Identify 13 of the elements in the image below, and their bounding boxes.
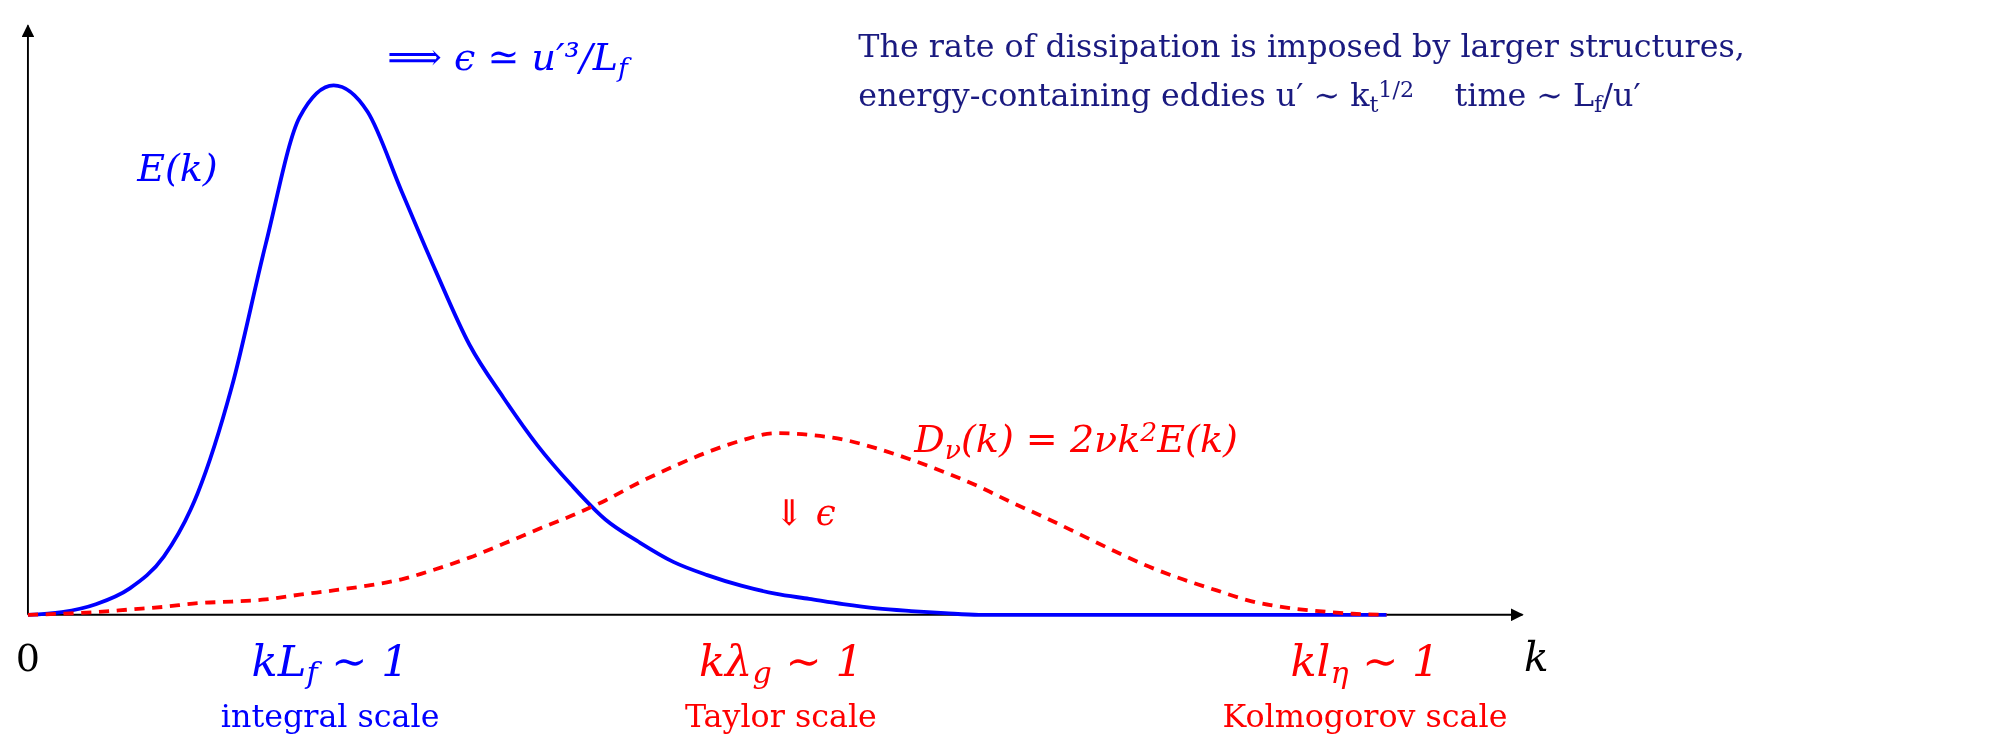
x-axis-title: k [1524,632,1549,681]
annotation: ⇓ ϵ [774,491,836,533]
series-label: D$_{ν}$(k) = 2νk$^{2}$E(k) [913,416,1238,466]
text: Kolmogorov scale [1222,697,1508,734]
text: Taylor scale [684,697,877,734]
series-label: E(k) [136,145,218,190]
text: The rate of dissipation is imposed by larger structures, [858,28,1745,65]
text: kL$_{f}$ ∼ 1 [251,635,409,691]
text: kl$_{η}$ ∼ 1 [1290,635,1440,691]
text: integral scale [220,697,440,734]
text: ⟹ ϵ ≃ u′³/L$_{f}$ [387,35,632,83]
text: kλ$_{g}$ ∼ 1 [698,635,863,691]
text: 0 [15,635,41,680]
